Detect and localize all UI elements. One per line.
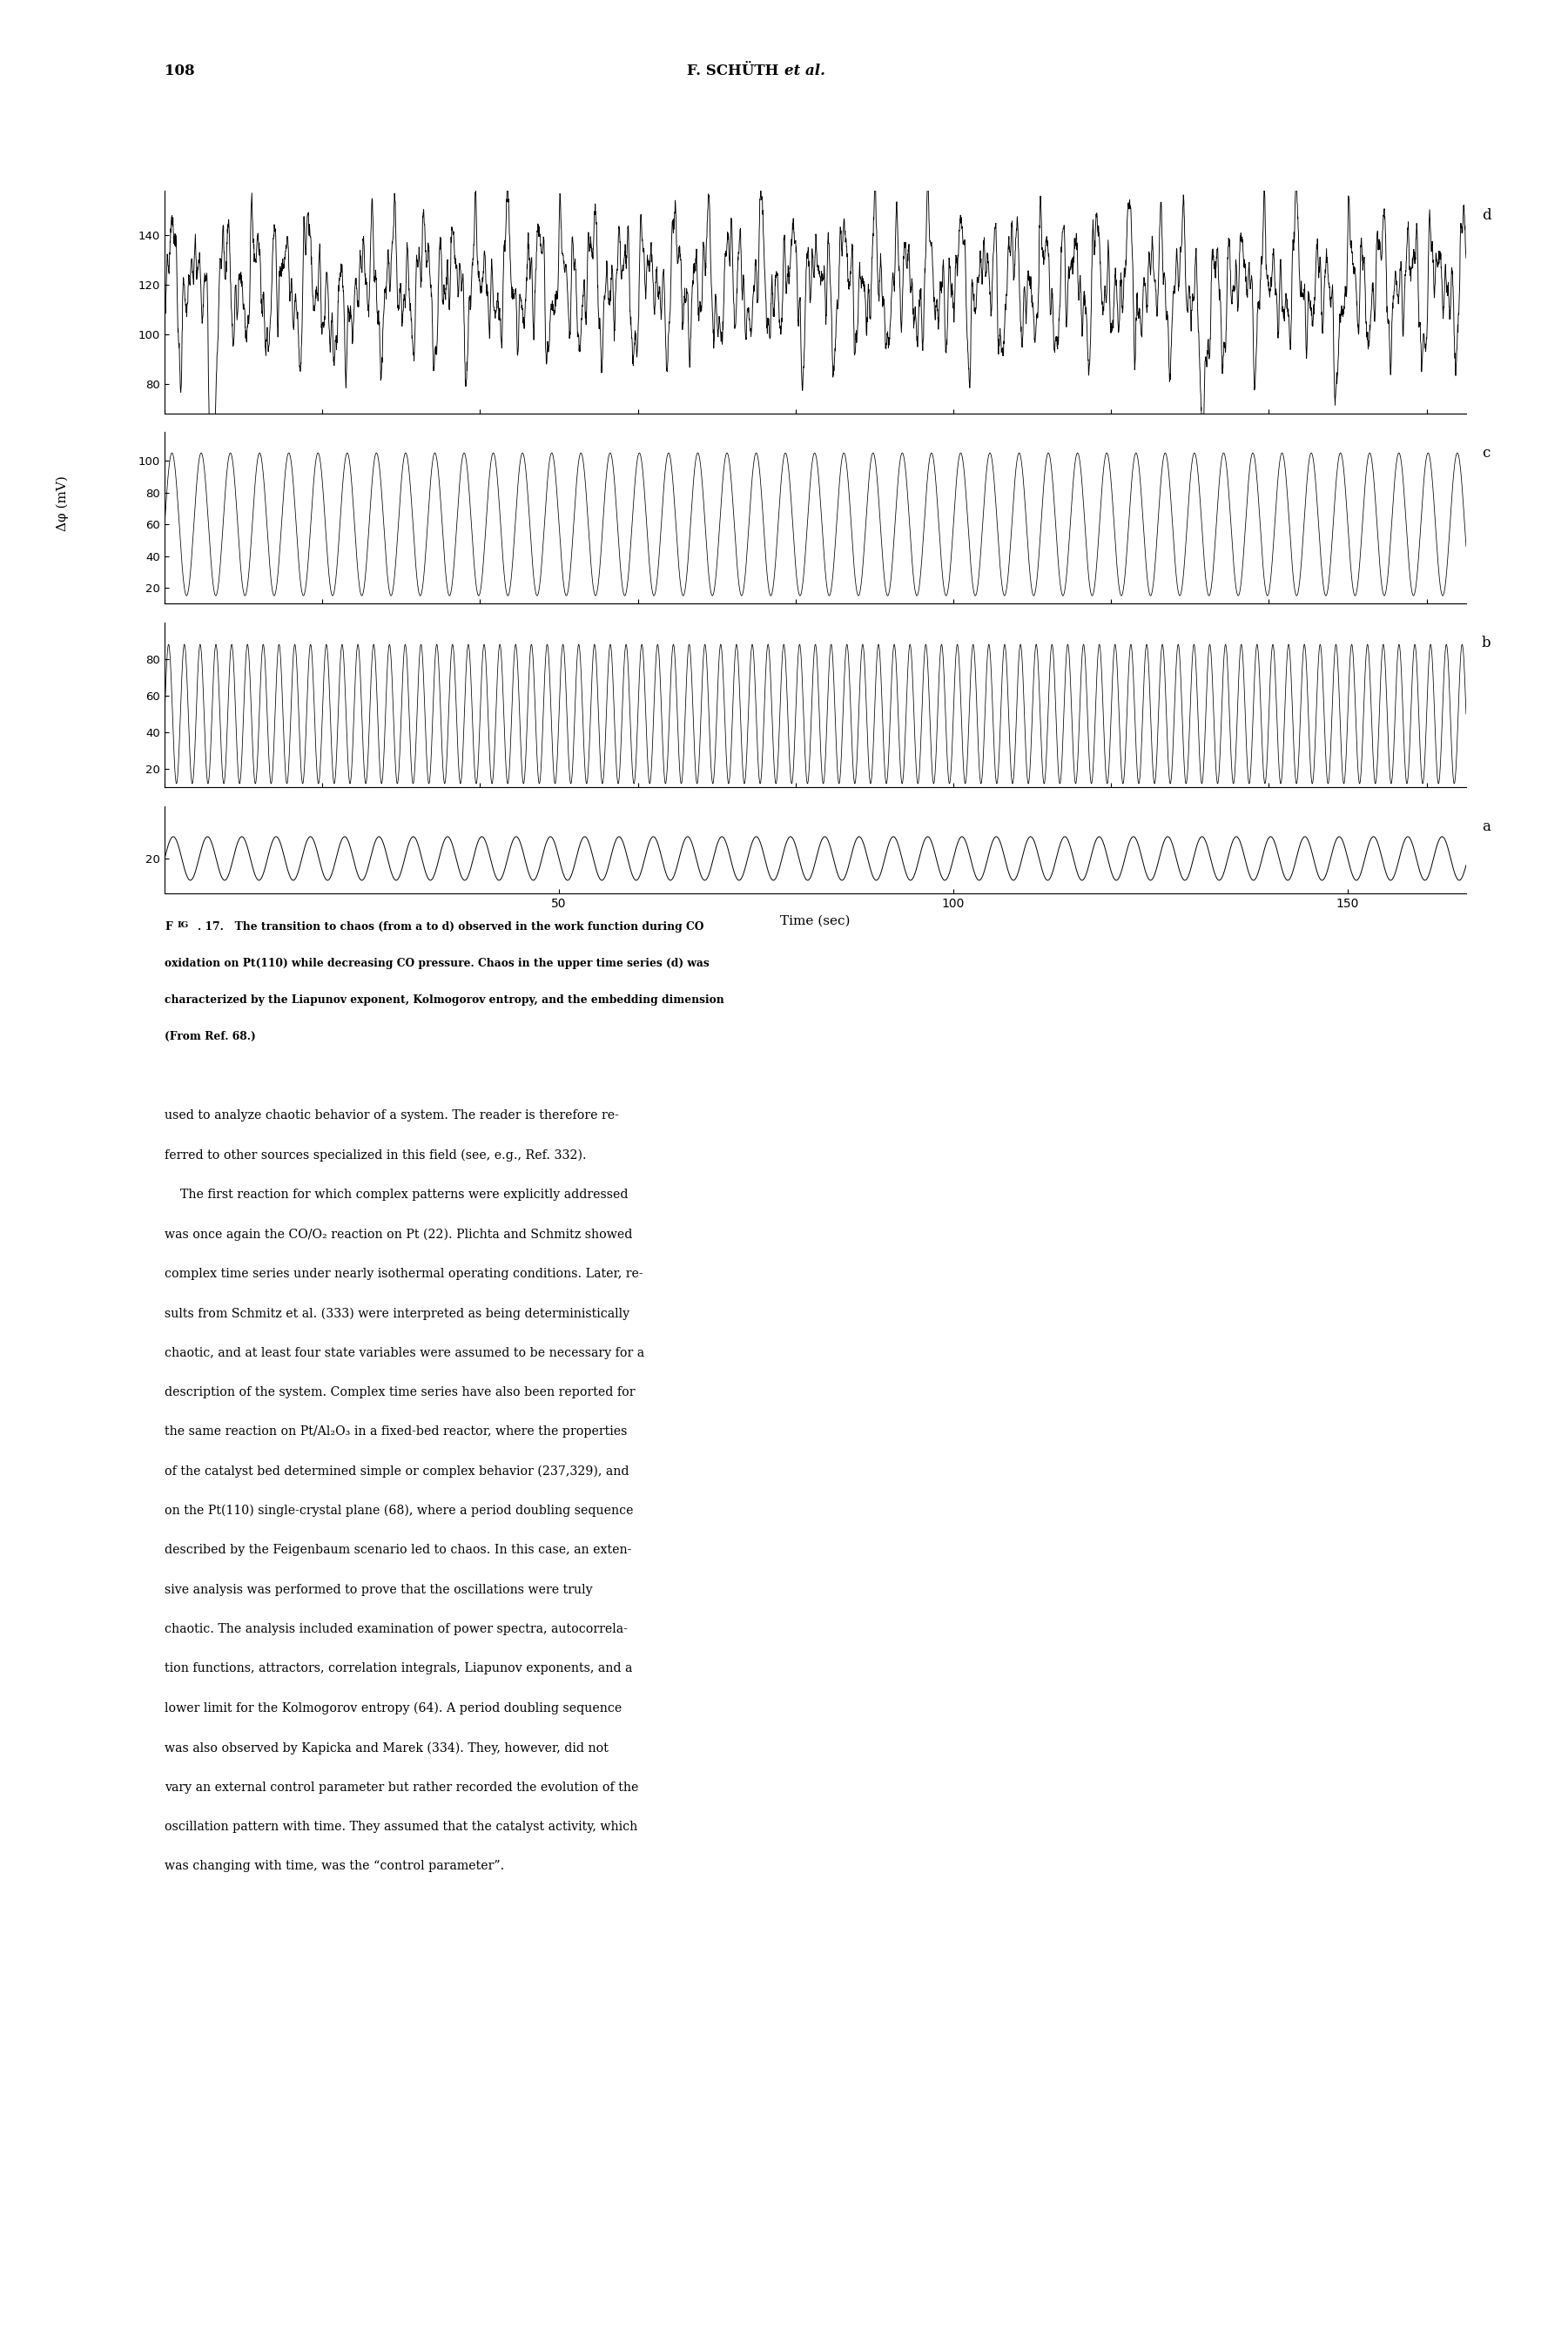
Text: was changing with time, was the “control parameter”.: was changing with time, was the “control… [165, 1860, 505, 1871]
Text: d: d [1482, 209, 1491, 223]
X-axis label: Time (sec): Time (sec) [781, 915, 850, 926]
Text: IG: IG [177, 922, 188, 929]
Text: described by the Feigenbaum scenario led to chaos. In this case, an exten-: described by the Feigenbaum scenario led… [165, 1545, 632, 1556]
Text: c: c [1482, 447, 1490, 461]
Text: tion functions, attractors, correlation integrals, Liapunov exponents, and a: tion functions, attractors, correlation … [165, 1662, 632, 1674]
Text: description of the system. Complex time series have also been reported for: description of the system. Complex time … [165, 1387, 635, 1399]
Text: was also observed by Kapicka and Marek (334). They, however, did not: was also observed by Kapicka and Marek (… [165, 1742, 608, 1754]
Text: sive analysis was performed to prove that the oscillations were truly: sive analysis was performed to prove tha… [165, 1585, 593, 1596]
Text: on the Pt(110) single-crystal plane (68), where a period doubling sequence: on the Pt(110) single-crystal plane (68)… [165, 1505, 633, 1516]
Text: used to analyze chaotic behavior of a system. The reader is therefore re-: used to analyze chaotic behavior of a sy… [165, 1110, 619, 1121]
Text: complex time series under nearly isothermal operating conditions. Later, re-: complex time series under nearly isother… [165, 1267, 643, 1279]
Text: . 17.   The transition to chaos (from a to d) observed in the work function duri: . 17. The transition to chaos (from a to… [198, 922, 704, 933]
Text: The first reaction for which complex patterns were explicitly addressed: The first reaction for which complex pat… [165, 1190, 629, 1201]
Text: (From Ref. 68.): (From Ref. 68.) [165, 1030, 256, 1041]
Text: oscillation pattern with time. They assumed that the catalyst activity, which: oscillation pattern with time. They assu… [165, 1820, 638, 1834]
Text: a: a [1482, 818, 1490, 835]
Text: ferred to other sources specialized in this field (see, e.g., Ref. ​332).: ferred to other sources specialized in t… [165, 1150, 586, 1161]
Text: chaotic. The analysis included examination of power spectra, autocorrela-: chaotic. The analysis included examinati… [165, 1622, 627, 1636]
Text: the same reaction on Pt/Al₂O₃ in a fixed-bed reactor, where the properties: the same reaction on Pt/Al₂O₃ in a fixed… [165, 1425, 627, 1439]
Text: of the catalyst bed determined simple or complex behavior (237,329), and: of the catalyst bed determined simple or… [165, 1465, 629, 1479]
Text: sults from Schmitz ​et al.​ (333) were interpreted as being deterministically: sults from Schmitz ​et al.​ (333) were i… [165, 1307, 630, 1319]
Text: chaotic, and at least four state variables were assumed to be necessary for a: chaotic, and at least four state variabl… [165, 1347, 644, 1359]
Text: oxidation on Pt(110) while decreasing CO pressure. Chaos in the upper time serie: oxidation on Pt(110) while decreasing CO… [165, 959, 709, 969]
Text: F: F [165, 922, 172, 933]
Text: was once again the CO/O₂ reaction on Pt (22). Plichta and Schmitz showed: was once again the CO/O₂ reaction on Pt … [165, 1227, 632, 1241]
Text: b: b [1482, 635, 1491, 651]
Text: Δφ (mV): Δφ (mV) [56, 475, 69, 531]
Text: lower limit for the Kolmogorov entropy (64). A period doubling sequence: lower limit for the Kolmogorov entropy (… [165, 1702, 622, 1714]
Text: vary an external control parameter but rather recorded the evolution of the: vary an external control parameter but r… [165, 1782, 638, 1794]
Text: F. SCHÜTH: F. SCHÜTH [687, 63, 784, 78]
Text: characterized by the Liapunov exponent, Kolmogorov entropy, and the embedding di: characterized by the Liapunov exponent, … [165, 994, 724, 1006]
Text: et al.: et al. [784, 63, 825, 78]
Text: 108: 108 [165, 63, 194, 78]
